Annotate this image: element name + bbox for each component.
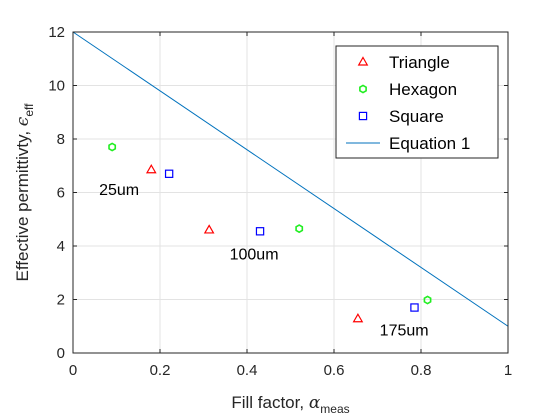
y-tick-label: 4 bbox=[57, 238, 65, 255]
triangle-data-point bbox=[352, 313, 364, 323]
hexagon-data-point bbox=[295, 224, 304, 234]
legend-entry: Hexagon bbox=[359, 80, 457, 99]
x-axis-label-symbol: α bbox=[309, 393, 321, 413]
x-tick-label: 0.2 bbox=[150, 362, 171, 379]
y-tick-label: 6 bbox=[57, 185, 65, 202]
y-tick-label: 2 bbox=[57, 292, 65, 309]
legend-hexagon-swatch bbox=[359, 84, 367, 94]
marker-series bbox=[108, 142, 432, 323]
x-axis-label: Fill factor, αmeas bbox=[231, 393, 349, 416]
y-axis-label-text: Effective permittivty, bbox=[13, 126, 32, 281]
annotations: 25um 100um 175um bbox=[99, 182, 428, 339]
hexagon-data-point bbox=[423, 295, 432, 305]
x-tick-label: 0 bbox=[69, 362, 77, 379]
legend-entry: Equation 1 bbox=[346, 134, 470, 153]
x-tick-label: 1 bbox=[504, 362, 512, 379]
y-axis-label: Effective permittivty, ϵeff bbox=[13, 103, 36, 282]
y-axis-label-subscript: eff bbox=[22, 103, 36, 117]
triangle-data-point bbox=[203, 224, 215, 234]
legend-label: Triangle bbox=[389, 53, 450, 72]
y-axis-label-symbol: ϵ bbox=[13, 116, 33, 126]
size-annotation: 100um bbox=[230, 246, 279, 263]
equation-1-line bbox=[72, 31, 509, 327]
size-annotation: 175um bbox=[380, 323, 429, 340]
legend-label: Hexagon bbox=[389, 80, 457, 99]
y-tick-label: 8 bbox=[57, 131, 65, 148]
square-data-point bbox=[410, 303, 419, 312]
triangle-data-point bbox=[145, 164, 157, 174]
x-axis-label-text: Fill factor, bbox=[231, 393, 308, 412]
legend-label: Equation 1 bbox=[389, 134, 470, 153]
x-tick-label: 0.4 bbox=[237, 362, 258, 379]
y-tick-label: 12 bbox=[48, 24, 65, 41]
hexagon-data-point bbox=[108, 142, 117, 152]
square-data-point bbox=[164, 169, 174, 178]
x-axis-label-subscript: meas bbox=[320, 402, 349, 416]
square-data-point bbox=[255, 227, 265, 236]
legend-entry: Triangle bbox=[357, 53, 450, 72]
size-annotation: 25um bbox=[99, 182, 139, 199]
legend-entry: Square bbox=[358, 107, 444, 126]
legend-triangle-swatch bbox=[357, 56, 369, 66]
x-tick-label: 0.6 bbox=[324, 362, 345, 379]
legend-label: Square bbox=[389, 107, 444, 126]
y-tick-label: 0 bbox=[57, 345, 65, 362]
x-tick-label: 0.8 bbox=[411, 362, 432, 379]
legend: Triangle Hexagon Square Equation 1 bbox=[335, 45, 499, 159]
y-tick-label: 10 bbox=[48, 78, 65, 95]
line-series bbox=[72, 31, 509, 327]
legend-square-swatch bbox=[358, 111, 368, 121]
